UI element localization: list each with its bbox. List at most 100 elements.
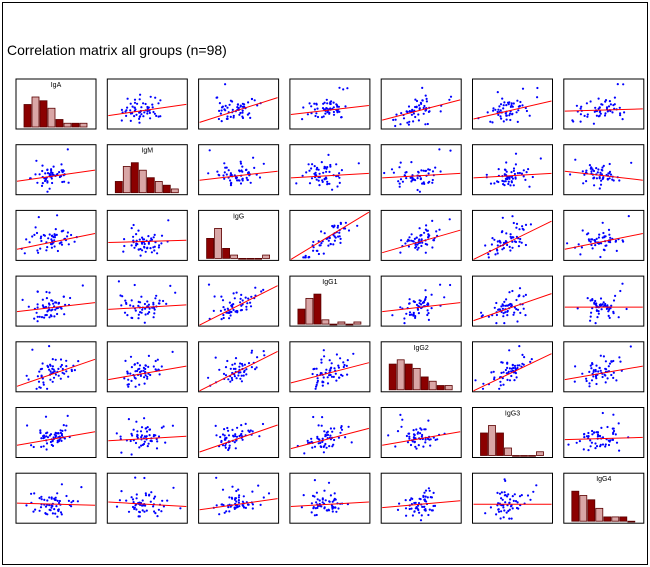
scatter-point [308, 182, 312, 185]
scatter-point [398, 502, 401, 505]
scatter-point [435, 230, 438, 233]
histogram-bar [504, 447, 512, 456]
panel-igm-igg [198, 144, 280, 196]
scatter-point [425, 224, 428, 227]
scatter-point [421, 433, 424, 437]
scatter-point [326, 430, 329, 433]
scatter-point [61, 371, 64, 374]
scatter-point [322, 171, 325, 174]
scatter-point [148, 428, 151, 431]
scatter-point [57, 501, 61, 505]
scatter-point [241, 109, 244, 112]
scatter-point [399, 251, 402, 254]
scatter-point [509, 235, 512, 238]
scatter-point [505, 114, 508, 117]
scatter-point [36, 375, 40, 378]
scatter-point [438, 228, 441, 231]
scatter-point [212, 309, 215, 312]
scatter-point [129, 112, 132, 115]
scatter-point [513, 493, 516, 496]
scatter-point [622, 240, 625, 243]
fit-line [290, 105, 369, 115]
scatter-point [428, 168, 431, 171]
scatter-point [612, 376, 615, 379]
scatter-point [241, 115, 244, 118]
scatter-point [434, 166, 437, 169]
scatter-point [231, 428, 234, 431]
scatter-point [257, 484, 260, 487]
scatter-point [250, 366, 253, 369]
panel-igg2-igg2: IgG2 [380, 341, 462, 393]
scatter-point [147, 106, 150, 109]
scatter-point [40, 495, 43, 498]
scatter-point [159, 99, 162, 102]
scatter-point [599, 297, 603, 300]
scatter-point [51, 365, 55, 368]
scatter-point [500, 231, 503, 234]
scatter-point [241, 179, 244, 182]
scatter-point [317, 179, 320, 182]
scatter-point [408, 313, 411, 316]
scatter-point [495, 313, 498, 317]
scatter-point [602, 164, 605, 167]
scatter-point [262, 162, 265, 165]
scatter-point [312, 415, 315, 419]
scatter-point [60, 243, 64, 246]
scatter-point [45, 290, 48, 294]
scatter-point [507, 176, 510, 179]
scatter-point [521, 87, 525, 90]
scatter-point [40, 498, 43, 501]
scatter-point [244, 168, 248, 172]
scatter-point [138, 111, 141, 114]
scatter-point [398, 185, 401, 188]
scatter-point [160, 234, 164, 237]
scatter-point [424, 438, 427, 441]
scatter-point [325, 446, 328, 449]
scatter-point [594, 447, 597, 450]
scatter-point [36, 306, 39, 309]
scatter-point [594, 374, 598, 377]
scatter-point [147, 303, 150, 306]
scatter-point [501, 97, 504, 100]
scatter-point [230, 181, 233, 184]
scatter-point [135, 113, 138, 116]
scatter-point [321, 179, 324, 182]
scatter-point [237, 501, 240, 504]
scatter-point [133, 98, 137, 101]
scatter-point [26, 424, 29, 427]
scatter-point [499, 241, 502, 244]
scatter-point [147, 242, 150, 245]
scatter-point [334, 372, 337, 375]
scatter-point [423, 491, 426, 494]
panel-igg1-iga [15, 275, 97, 327]
scatter-point [54, 373, 58, 376]
scatter-point [240, 293, 243, 296]
scatter-point [216, 170, 219, 173]
scatter-point [408, 120, 411, 123]
scatter-point [338, 231, 341, 234]
scatter-point [232, 434, 235, 437]
scatter-point [505, 104, 508, 107]
fit-line [108, 501, 187, 507]
scatter-point [46, 181, 49, 184]
scatter-point [338, 181, 341, 184]
scatter-point [383, 171, 386, 175]
scatter-point [500, 305, 503, 308]
scatter-point [235, 377, 238, 380]
scatter-point [131, 505, 135, 509]
panel-igm-iga [15, 144, 97, 196]
scatter-point [423, 231, 426, 234]
histogram-bar [396, 359, 405, 391]
scatter-point [528, 114, 531, 117]
scatter-point [138, 515, 141, 518]
scatter-point [143, 417, 146, 420]
scatter-point [224, 83, 227, 86]
scatter-point [251, 430, 254, 433]
scatter-point [617, 422, 620, 425]
scatter-point [120, 304, 123, 307]
scatter-point [313, 514, 316, 517]
scatter-point [421, 505, 424, 508]
scatter-point [302, 256, 305, 259]
scatter-point [432, 491, 435, 494]
scatter-point [408, 432, 411, 435]
